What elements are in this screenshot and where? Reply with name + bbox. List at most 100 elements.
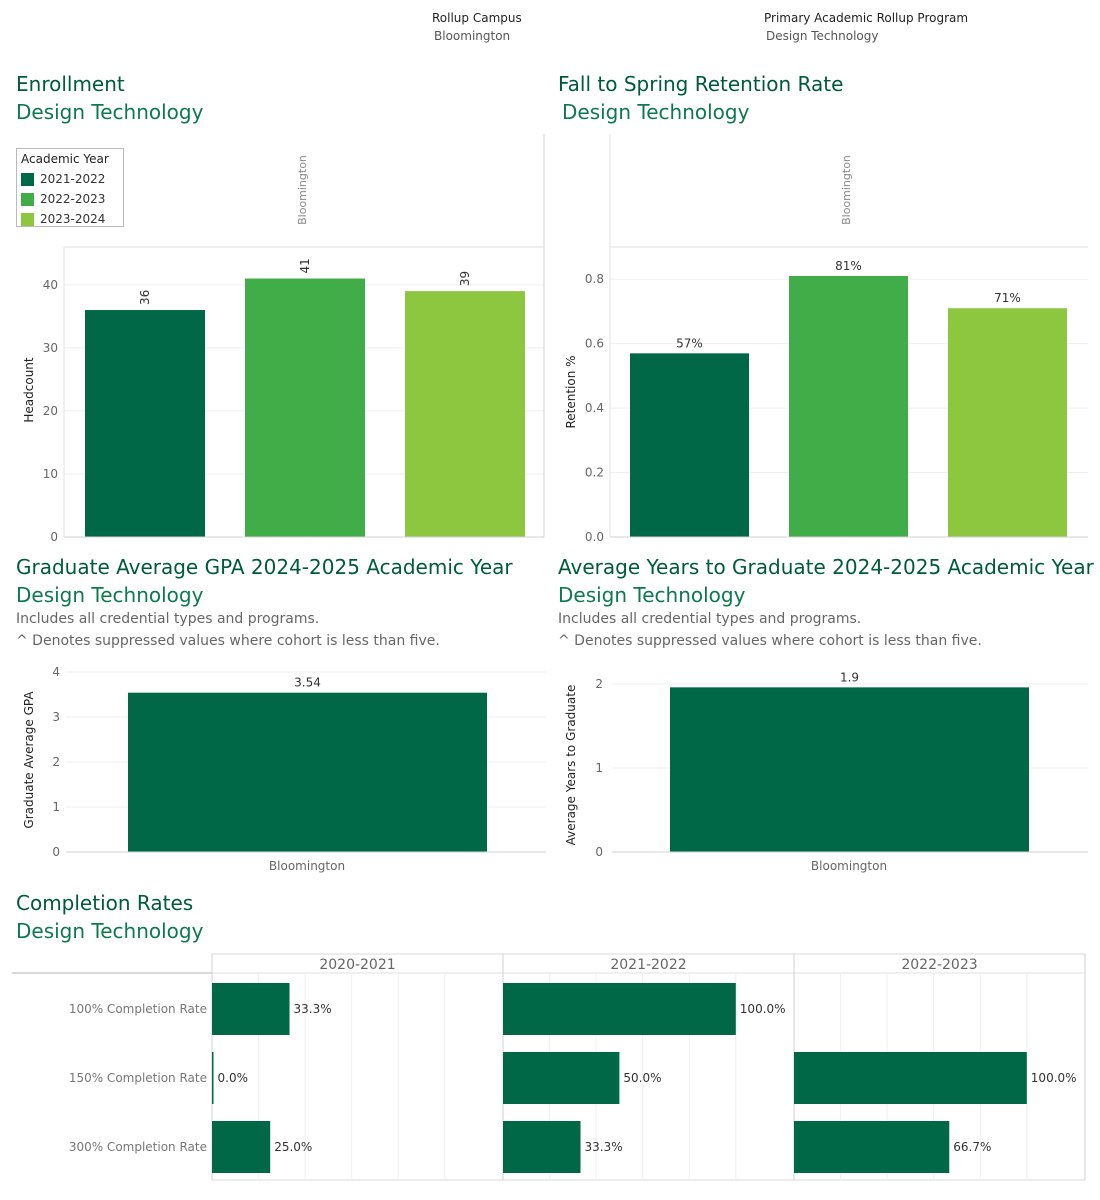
bar-2021-2022[interactable] xyxy=(630,353,749,537)
academic-year-legend[interactable]: Academic Year 2021-2022 2022-2023 2023-2… xyxy=(16,148,124,227)
retention-panel-label: Bloomington xyxy=(840,155,853,225)
column-header-2020-2021: 2020-2021 xyxy=(319,957,395,973)
bar-2022-2023-150% Completion Rate[interactable] xyxy=(794,1052,1027,1104)
y-tick-label: 20 xyxy=(43,404,58,418)
gpa-bars xyxy=(128,692,487,852)
retention-bars xyxy=(630,276,1067,537)
completion-column-headers: 2020-2021 2021-2022 2022-2023 xyxy=(319,957,977,973)
data-label: 33.3% xyxy=(294,1002,332,1016)
y-tick-label: 0.6 xyxy=(585,337,604,351)
y-tick-label: 0 xyxy=(595,845,603,859)
bar-2022-2023[interactable] xyxy=(789,276,908,537)
gpa-value-labels: 3.54 xyxy=(294,676,321,690)
completion-subtitle: Design Technology xyxy=(16,919,204,943)
enrollment-value-labels: 36 41 39 xyxy=(138,258,472,305)
data-label: 41 xyxy=(298,258,312,273)
legend-item-2021-2022[interactable]: 2021-2022 xyxy=(21,169,119,189)
data-label: 1.9 xyxy=(840,670,859,684)
data-label: 36 xyxy=(138,290,152,305)
data-label: 33.3% xyxy=(585,1140,623,1154)
y-tick-label: 0.8 xyxy=(585,272,604,286)
legend-swatch xyxy=(21,172,34,186)
y-tick-label: 1 xyxy=(595,761,603,775)
y-tick-label: 30 xyxy=(43,341,58,355)
filter-campus-label: Rollup Campus xyxy=(432,11,522,25)
bar-2023-2024[interactable] xyxy=(405,291,525,537)
retention-subtitle: Design Technology xyxy=(562,100,750,124)
y-tick-label: 4 xyxy=(52,665,60,679)
data-label: 50.0% xyxy=(623,1071,661,1085)
data-label: 100.0% xyxy=(740,1002,786,1016)
row-label: 300% Completion Rate xyxy=(69,1140,207,1154)
gpa-note-suppressed: ^ Denotes suppressed values where cohort… xyxy=(16,633,440,649)
filter-campus-value[interactable]: Bloomington xyxy=(434,29,511,43)
years-title: Average Years to Graduate 2024-2025 Acad… xyxy=(558,555,1094,579)
years-y-axis-label: Average Years to Graduate xyxy=(564,685,578,846)
gpa-chart: 0 1 2 3 4 3.54 Graduate Average GPA Blooming… xyxy=(22,665,546,873)
legend-item-2022-2023[interactable]: 2022-2023 xyxy=(21,189,119,209)
years-y-ticks: 0 1 2 xyxy=(595,677,603,859)
bar-2021-2022-300% Completion Rate[interactable] xyxy=(503,1121,581,1173)
row-label: 150% Completion Rate xyxy=(69,1071,207,1085)
enrollment-panel-label: Bloomington xyxy=(296,155,309,225)
retention-value-labels: 57% 81% 71% xyxy=(676,259,1021,350)
enrollment-subtitle: Design Technology xyxy=(16,100,204,124)
completion-bars xyxy=(212,983,1027,1173)
bar-2021-2022-100% Completion Rate[interactable] xyxy=(503,983,736,1035)
legend-title: Academic Year xyxy=(21,152,109,166)
bar-2022-2023[interactable] xyxy=(245,278,365,537)
retention-y-axis-label: Retention % xyxy=(564,355,578,428)
y-tick-label: 3 xyxy=(52,710,60,724)
data-label: 81% xyxy=(835,259,862,273)
y-tick-label: 0.4 xyxy=(585,401,604,415)
gpa-title: Graduate Average GPA 2024-2025 Academic … xyxy=(16,555,513,579)
data-label: 25.0% xyxy=(274,1140,312,1154)
y-tick-label: 2 xyxy=(595,677,603,691)
gpa-subtitle: Design Technology xyxy=(16,583,204,607)
years-subtitle: Design Technology xyxy=(558,583,746,607)
bar-2020-2021-300% Completion Rate[interactable] xyxy=(212,1121,271,1173)
gpa-y-axis-label: Graduate Average GPA xyxy=(22,691,36,829)
y-tick-label: 2 xyxy=(52,755,60,769)
bar-2021-2022-150% Completion Rate[interactable] xyxy=(503,1052,620,1104)
bar-2020-2021-100% Completion Rate[interactable] xyxy=(212,983,290,1035)
legend-label: 2022-2023 xyxy=(40,192,106,206)
completion-title: Completion Rates xyxy=(16,891,194,915)
data-label: 0.0% xyxy=(218,1071,249,1085)
legend-item-2023-2024[interactable]: 2023-2024 xyxy=(21,209,119,229)
years-bars xyxy=(670,687,1029,852)
bar-2021-2022[interactable] xyxy=(85,310,205,537)
years-chart: 0 1 2 1.9 Average Years to Graduate Bloomi… xyxy=(564,670,1088,873)
data-label: 57% xyxy=(676,336,703,350)
bar-2023-2024[interactable] xyxy=(948,308,1067,537)
retention-y-ticks: 0.0 0.2 0.4 0.6 0.8 xyxy=(585,272,604,542)
gpa-y-ticks: 0 1 2 3 4 xyxy=(52,665,60,859)
data-label: 71% xyxy=(994,291,1021,305)
bar-Bloomington[interactable] xyxy=(128,692,487,852)
column-header-2021-2022: 2021-2022 xyxy=(610,957,686,973)
bar-2022-2023-300% Completion Rate[interactable] xyxy=(794,1121,950,1173)
y-tick-label: 1 xyxy=(52,800,60,814)
completion-value-labels: 33.3% 0.0% 25.0% 100.0% 50.0% 33.3% 100.0% 66.7… xyxy=(218,1002,1077,1154)
completion-row-labels: 100% Completion Rate 150% Completion Rate… xyxy=(69,1002,207,1154)
y-tick-label: 40 xyxy=(43,278,58,292)
bar-Bloomington[interactable] xyxy=(670,687,1029,852)
data-label: 66.7% xyxy=(953,1140,991,1154)
filter-program-value[interactable]: Design Technology xyxy=(766,29,879,43)
row-label: 100% Completion Rate xyxy=(69,1002,207,1016)
enrollment-y-ticks: 0 10 20 30 40 xyxy=(43,278,58,542)
enrollment-bars xyxy=(85,278,525,537)
completion-chart: 2020-2021 2021-2022 2022-2023 100% Complet… xyxy=(12,953,1086,1181)
retention-chart: 0.0 0.2 0.4 0.6 0.8 57% 81% 71% Bloomington Re… xyxy=(564,134,1088,542)
legend-label: 2023-2024 xyxy=(40,212,106,226)
years-note-credentials: Includes all credential types and progra… xyxy=(558,611,862,627)
y-tick-label: 10 xyxy=(43,467,58,481)
gpa-note-credentials: Includes all credential types and progra… xyxy=(16,611,320,627)
retention-title: Fall to Spring Retention Rate xyxy=(558,72,844,96)
bar-2020-2021-150% Completion Rate[interactable] xyxy=(212,1052,214,1104)
enrollment-chart: 0 10 20 30 40 36 41 39 Bloomington Headcount xyxy=(22,134,545,542)
y-tick-label: 0 xyxy=(50,530,58,542)
data-label: 39 xyxy=(458,271,472,286)
legend-label: 2021-2022 xyxy=(40,172,106,186)
legend-swatch xyxy=(21,212,34,226)
